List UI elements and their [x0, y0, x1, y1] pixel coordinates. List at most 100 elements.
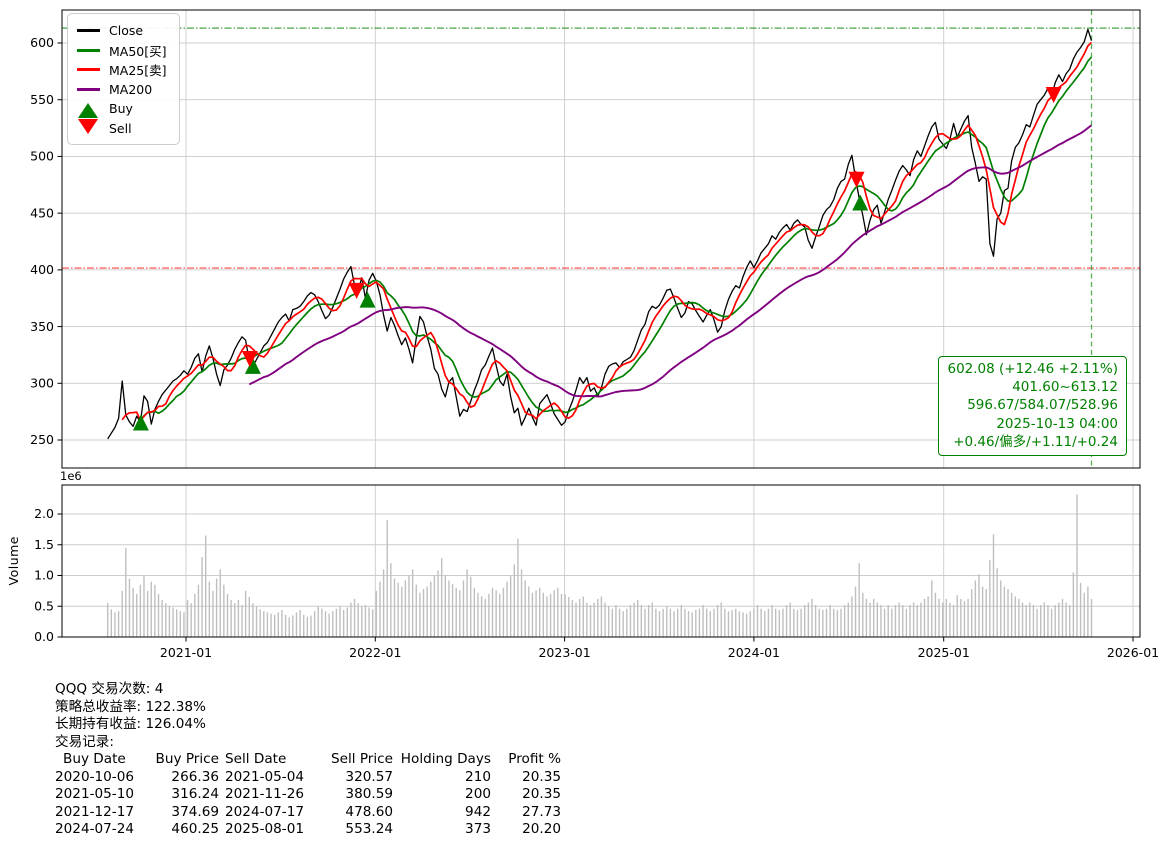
- price-tick-label: 300: [30, 375, 54, 390]
- ma50-line-swatch: [77, 48, 100, 52]
- date-tick-label: 2023-01: [538, 645, 590, 660]
- buy-marker: [359, 291, 376, 308]
- volume-tick-label: 0.5: [34, 598, 54, 613]
- ma50-line: [139, 56, 1093, 421]
- price-tick-label: 500: [30, 149, 54, 164]
- price-tick-label: 600: [30, 35, 54, 50]
- ma200-line: [248, 124, 1093, 398]
- legend-item-ma200: MA200: [77, 80, 167, 100]
- legend-item-ma50: MA50[买]: [77, 41, 167, 61]
- trade-log-title: 交易记录:: [55, 733, 114, 750]
- trade-table-body: 2020-10-06 266.36 2021-05-04 320.57 210 20.35…: [55, 769, 561, 839]
- volume-tick-label: 1.0: [34, 568, 54, 583]
- trade-row: 2024-07-24 460.25 2025-08-01 553.24 373 20.20: [55, 821, 561, 839]
- trade-cell: 200: [465, 786, 491, 802]
- annotation-price-line: 602.08 (+12.46 +2.11%): [947, 361, 1118, 377]
- trade-cell: 553.24: [345, 821, 393, 837]
- col-buy-price: Buy Price: [155, 751, 219, 767]
- legend-item-sell: Sell: [77, 118, 167, 139]
- trade-cell: 2021-05-04: [225, 768, 305, 785]
- trade-cell: 20.35: [522, 768, 561, 785]
- price-tick-label: 400: [30, 262, 54, 277]
- legend-item-buy: Buy: [77, 99, 167, 119]
- legend-label: Close: [109, 23, 144, 39]
- quote-annotation-box: 602.08 (+12.46 +2.11%) 401.60~613.12 596…: [938, 356, 1127, 457]
- trade-cell: 478.60: [345, 803, 393, 820]
- trade-cell: 2021-11-26: [225, 786, 305, 802]
- strategy-return-line: 策略总收益率: 122.38%: [55, 698, 206, 715]
- trade-cell: 20.35: [522, 786, 561, 802]
- col-buy-date: Buy Date: [63, 751, 126, 767]
- strategy-report: QQQ 交易次数: 4 策略总收益率: 122.38% 长期持有收益: 126.…: [55, 681, 561, 839]
- trade-cell: 942: [465, 803, 491, 820]
- legend-item-ma25: MA25[卖]: [77, 60, 167, 80]
- date-tick-label: 2025-01: [918, 645, 970, 660]
- legend-item-close: Close: [77, 21, 167, 41]
- trade-count-line: QQQ 交易次数: 4: [55, 681, 164, 697]
- col-sell-price: Sell Price: [330, 751, 393, 767]
- price-tick-label: 350: [30, 319, 54, 334]
- trade-cell: 320.57: [345, 768, 393, 785]
- volume-tick-label: 1.5: [34, 537, 54, 552]
- annotation-range-line: 401.60~613.12: [1012, 379, 1118, 396]
- trade-cell: 380.59: [345, 786, 393, 802]
- price-volume-chart: 250 300 350 400 450 500 550 600 0.0 0.5 1.0 1.5 2.0 2…: [30, 9, 1159, 660]
- annotation-date-line: 2025-10-13 04:00: [996, 415, 1118, 432]
- date-tick-label: 2026-01: [1107, 645, 1159, 660]
- buyhold-return-line: 长期持有收益: 126.04%: [55, 716, 206, 732]
- trade-cell: 2020-10-06: [55, 768, 135, 785]
- trade-cell: 20.20: [522, 821, 561, 837]
- trade-cell: 460.25: [171, 821, 219, 837]
- trade-table-header: Buy Date Buy Price Sell Date Sell Price …: [55, 751, 561, 769]
- trade-cell: 27.73: [522, 803, 561, 820]
- price-tick-label: 550: [30, 92, 54, 107]
- volume-axis-title: Volume: [6, 536, 21, 586]
- trade-row: 2021-12-17 374.69 2024-07-17 478.60 942 27.73: [55, 804, 561, 822]
- sell-triangle-icon: [78, 118, 98, 134]
- buy-marker: [852, 194, 869, 211]
- buy-marker: [132, 414, 149, 431]
- sell-marker: [241, 350, 258, 367]
- trade-cell: 316.24: [171, 786, 219, 802]
- volume-axes-frame: [61, 484, 1141, 638]
- volume-tick-label: 0.0: [34, 629, 54, 644]
- col-profit: Profit %: [508, 751, 561, 767]
- sell-marker: [1045, 87, 1062, 104]
- price-tick-label: 450: [30, 205, 54, 220]
- col-holding-days: Holding Days: [400, 751, 491, 767]
- date-tick-label: 2021-01: [160, 645, 212, 660]
- volume-axis-offset-label: 1e6: [60, 469, 82, 483]
- trade-cell: 373: [465, 821, 491, 837]
- buy-triangle-icon: [78, 103, 98, 119]
- trade-cell: 266.36: [171, 768, 219, 785]
- ma25-line: [121, 41, 1093, 422]
- legend-label: MA25[卖]: [109, 63, 167, 79]
- legend-label: MA200: [109, 81, 153, 97]
- trade-cell: 2025-08-01: [225, 821, 305, 837]
- trade-cell: 2021-12-17: [55, 803, 135, 820]
- ma25-line-swatch: [77, 68, 100, 72]
- trade-row: 2021-05-10 316.24 2021-11-26 380.59 200 20.35: [55, 786, 561, 804]
- price-tick-label: 250: [30, 432, 54, 447]
- trade-cell: 2024-07-24: [55, 821, 135, 837]
- volume-tick-label: 2.0: [34, 506, 54, 521]
- trade-cell: 210: [465, 768, 491, 785]
- trade-cell: 2021-05-10: [55, 786, 135, 802]
- legend-label: Sell: [109, 120, 132, 136]
- trade-row: 2020-10-06 266.36 2021-05-04 320.57 210 20.35: [55, 769, 561, 787]
- trade-cell: 2024-07-17: [225, 803, 305, 820]
- date-tick-label: 2024-01: [728, 645, 780, 660]
- legend-label: Buy: [109, 101, 133, 117]
- col-sell-date: Sell Date: [225, 751, 287, 767]
- ma200-line-swatch: [77, 87, 100, 91]
- legend: Close MA50[买] MA25[卖] MA200 Buy Sell: [67, 13, 180, 145]
- annotation-signal-line: +0.46/偏多/+1.11/+0.24: [953, 433, 1118, 450]
- trade-cell: 374.69: [171, 803, 219, 820]
- buy-marker: [244, 357, 261, 374]
- price-axes-frame: [61, 9, 1141, 469]
- close-line-swatch: [77, 29, 100, 33]
- legend-label: MA50[买]: [109, 43, 167, 59]
- date-tick-label: 2022-01: [349, 645, 401, 660]
- sell-marker: [848, 171, 865, 188]
- annotation-ma-line: 596.67/584.07/528.96: [967, 397, 1118, 414]
